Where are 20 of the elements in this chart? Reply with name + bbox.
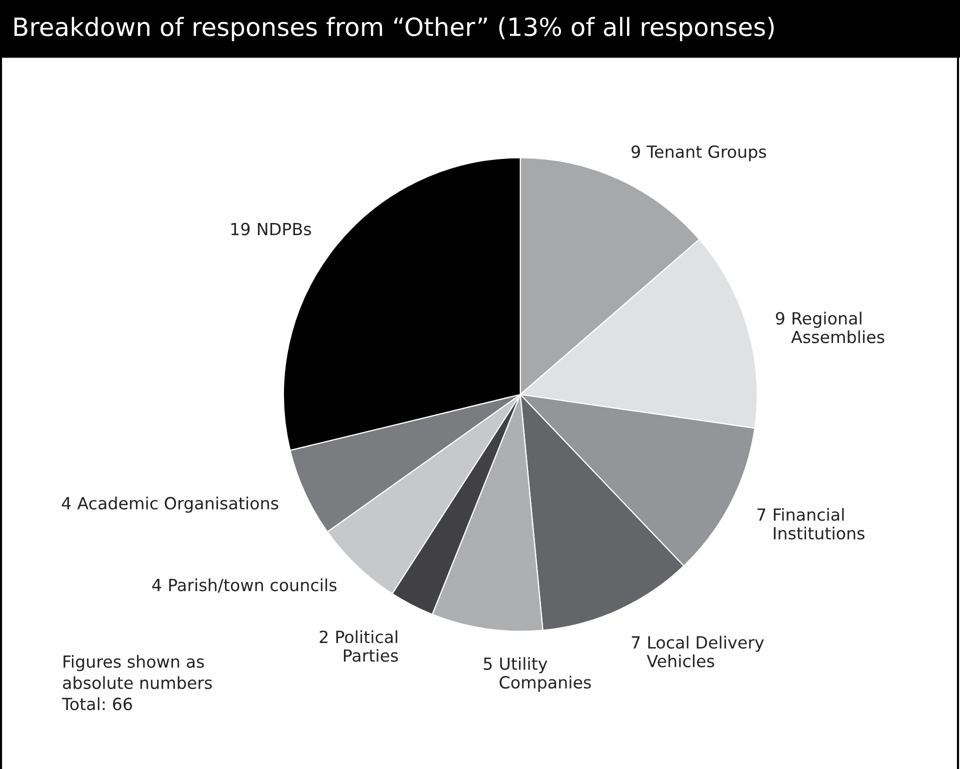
slice-label: NDPBs <box>258 222 311 236</box>
data-label: 4 <box>152 578 162 592</box>
data-label: 5 <box>484 658 492 670</box>
data-label: 2 <box>320 630 328 643</box>
slice-label: Local Delivery Vehicles <box>646 636 764 668</box>
data-label: 7 <box>757 508 766 521</box>
text: Figures shown as absolute numbers Total: 66 <box>62 655 212 710</box>
data-label: 19 <box>231 222 250 236</box>
slice-label: Political Parties <box>336 630 398 662</box>
slice-label: Regional Assemblies <box>791 312 884 344</box>
slice-label: Financial Institutions <box>774 508 864 540</box>
slice-label: Utility Companies <box>500 657 591 692</box>
slice-label: Academic Organisations <box>77 496 278 513</box>
slice-label: Tenant Groups <box>646 145 766 162</box>
chart-title: Breakdown of responses from “Other” (13% of all responses) <box>14 16 774 42</box>
data-label: 7 <box>632 636 640 648</box>
data-label: 4 <box>62 497 71 510</box>
data-label: 9 <box>632 145 640 158</box>
data-label: 9 <box>776 312 784 325</box>
slice-label: Parish/town councils <box>169 578 336 593</box>
